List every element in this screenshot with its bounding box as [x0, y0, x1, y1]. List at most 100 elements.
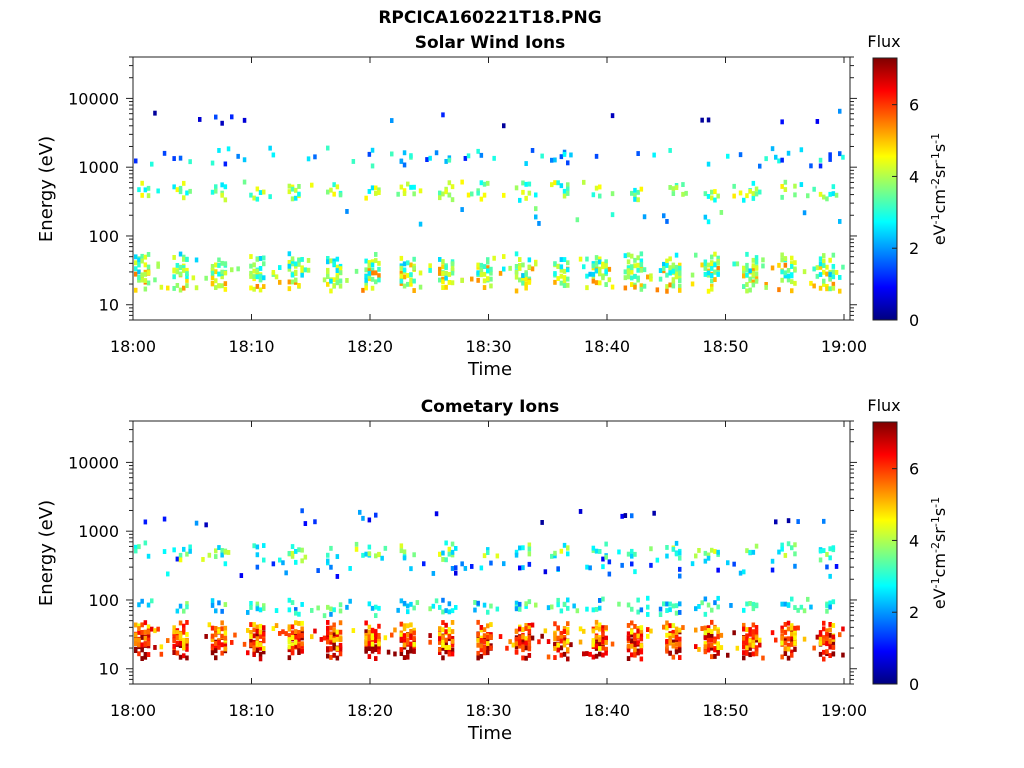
spectrogram-cell — [329, 564, 333, 570]
spectrogram-cell — [271, 626, 276, 631]
spectrogram-cell — [559, 645, 564, 651]
spectrogram-cell — [524, 195, 528, 201]
spectrogram-cell — [745, 640, 749, 645]
spectrogram-cell — [399, 543, 404, 549]
spectrogram-cell — [294, 559, 298, 565]
spectrogram-cell — [258, 287, 263, 293]
spectrogram-cell — [290, 551, 295, 556]
spectrogram-cell — [210, 643, 215, 649]
spectrogram-cell — [790, 623, 794, 629]
spectrogram-cell — [562, 626, 567, 631]
spectrogram-cell — [367, 260, 372, 265]
spectrogram-cell — [710, 634, 714, 640]
spectrogram-cell — [639, 643, 644, 649]
spectrogram-cell — [793, 635, 797, 641]
spectrogram-cell — [153, 645, 157, 650]
spectrogram-cell — [223, 161, 228, 167]
spectrogram-cell — [838, 275, 842, 280]
spectrogram-cell — [262, 255, 266, 261]
spectrogram-cell — [134, 648, 138, 653]
spectrogram-cell — [710, 642, 714, 648]
spectrogram-cell — [566, 267, 570, 273]
spectrogram-cell — [534, 206, 538, 212]
spectrogram-cell — [694, 627, 698, 633]
spectrogram-cell — [153, 628, 157, 634]
spectrogram-cell — [476, 190, 480, 196]
spectrogram-cell — [374, 185, 378, 191]
spectrogram-cell — [774, 154, 778, 160]
spectrogram-cell — [748, 188, 752, 194]
spectrogram-cell — [706, 643, 711, 648]
spectrogram-cell — [764, 156, 768, 162]
spectrogram-cell — [633, 624, 637, 629]
spectrogram-cell — [710, 266, 714, 271]
spectrogram-cell — [146, 629, 151, 635]
spectrogram-cell — [783, 270, 788, 276]
spectrogram-cell — [297, 630, 301, 635]
spectrogram-cell — [444, 557, 448, 563]
spectrogram-cell — [825, 603, 829, 609]
spectrogram-cell — [594, 607, 599, 612]
spectrogram-cell — [380, 555, 384, 561]
spectrogram-cell — [153, 277, 157, 283]
spectrogram-cell — [588, 271, 592, 277]
spectrogram-cell — [377, 644, 381, 650]
spectrogram-cell — [610, 212, 615, 218]
spectrogram-cell — [441, 639, 445, 645]
spectrogram-cell — [758, 163, 762, 169]
spectrogram-cell — [332, 261, 336, 267]
spectrogram-cell — [598, 605, 602, 611]
spectrogram-cell — [601, 275, 605, 281]
spectrogram-cell — [326, 625, 330, 631]
spectrogram-cell — [604, 635, 608, 641]
spectrogram-cell — [412, 278, 416, 284]
spectrogram-cell — [518, 601, 522, 607]
spectrogram-cell — [402, 274, 407, 280]
spectrogram-cell — [678, 648, 682, 653]
spectrogram-cell — [194, 285, 199, 291]
spectrogram-cell — [793, 266, 797, 272]
spectrogram-cell — [303, 554, 308, 560]
spectrogram-cell — [185, 256, 189, 262]
spectrogram-cell — [374, 632, 378, 638]
spectrogram-cell — [140, 598, 144, 604]
spectrogram-cell — [249, 642, 253, 648]
spectrogram-cell — [678, 275, 682, 280]
spectrogram-cell — [172, 643, 176, 649]
spectrogram-cell — [674, 638, 679, 644]
spectrogram-cell — [214, 269, 218, 275]
spectrogram-cell — [569, 642, 573, 648]
spectrogram-cell — [300, 547, 304, 553]
spectrogram-cell — [284, 570, 288, 576]
spectrogram-cell — [655, 287, 660, 293]
spectrogram-cell — [137, 602, 141, 608]
spectrogram-cell — [786, 150, 791, 156]
spectrogram-cell — [514, 185, 519, 191]
spectrogram-cell — [300, 635, 304, 641]
spectrogram-cell — [146, 280, 151, 286]
spectrogram-cell — [793, 280, 797, 286]
spectrogram-cell — [396, 607, 400, 613]
spectrogram-cell — [172, 547, 176, 553]
spectrogram-cell — [751, 263, 756, 269]
spectrogram-cell — [790, 596, 794, 602]
x-axis-label: Time — [467, 723, 512, 744]
spectrogram-cell — [540, 520, 544, 525]
spectrogram-cell — [514, 288, 519, 294]
spectrogram-cell — [665, 288, 669, 294]
spectrogram-cell — [719, 632, 724, 638]
spectrogram-cell — [726, 153, 730, 159]
spectrogram-cell — [214, 641, 218, 646]
spectrogram-cell — [290, 553, 295, 559]
spectrogram-cell — [780, 157, 784, 163]
spectrogram-cell — [335, 655, 340, 661]
spectrogram-cell — [274, 623, 279, 628]
spectrogram-cell — [217, 629, 221, 634]
spectrogram-cell — [210, 603, 215, 608]
spectrogram-cell — [300, 272, 304, 278]
spectrogram-cell — [374, 644, 378, 650]
spectrogram-cell — [633, 569, 637, 575]
spectrogram-cell — [793, 192, 797, 198]
spectrogram-cell — [770, 265, 775, 271]
spectrogram-cell — [220, 608, 224, 614]
